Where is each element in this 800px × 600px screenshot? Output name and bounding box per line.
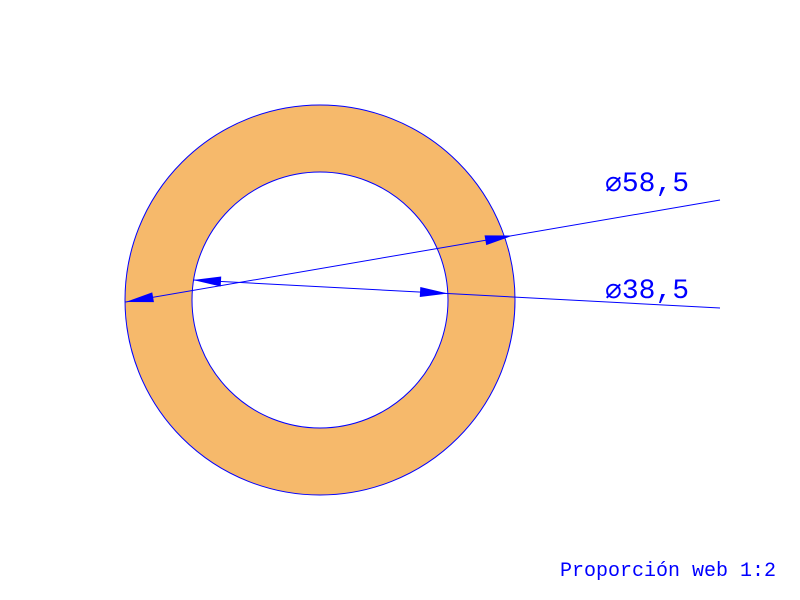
outer-diameter-label: ⌀58,5	[605, 165, 689, 200]
diagram-canvas: ⌀58,5 ⌀38,5 Proporción web 1:2	[0, 0, 800, 600]
diameter-symbol-icon: ⌀	[605, 273, 622, 304]
inner-dimension-arrowhead-icon	[193, 276, 221, 286]
inner-diameter-value: 38,5	[622, 276, 689, 307]
inner-diameter-label: ⌀38,5	[605, 272, 689, 307]
diameter-symbol-icon: ⌀	[605, 166, 622, 197]
scale-footer-label: Proporción web 1:2	[560, 560, 776, 583]
inner-dimension-arrowhead-icon	[420, 287, 448, 297]
outer-diameter-value: 58,5	[622, 169, 689, 200]
ring-shape	[125, 105, 515, 495]
